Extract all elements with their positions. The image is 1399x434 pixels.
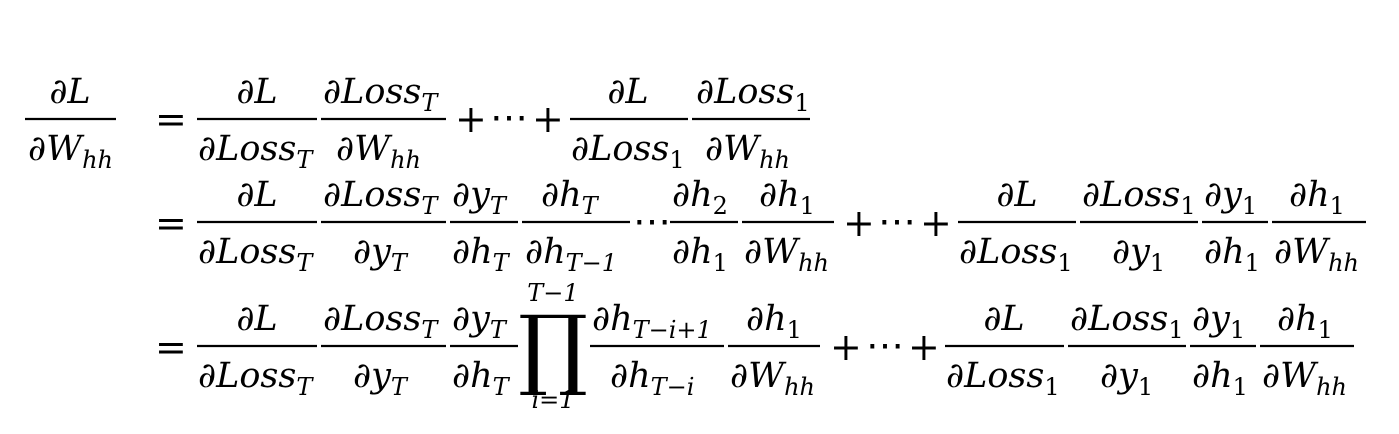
- denominator: ∂yT: [353, 356, 409, 401]
- plus-sign: +: [908, 325, 940, 369]
- numerator: ∂L: [607, 72, 648, 112]
- denominator: ∂hT−1: [525, 232, 617, 277]
- plus-sign: +: [830, 325, 862, 369]
- line3-frac-5: ∂h1 ∂Whh: [728, 299, 820, 401]
- numerator: ∂L: [236, 299, 277, 339]
- numerator: ∂L: [236, 175, 277, 215]
- plus-sign: +: [920, 201, 952, 245]
- numerator: ∂LossT: [323, 72, 439, 117]
- numerator: ∂yT: [452, 175, 508, 220]
- numerator: ∂L: [236, 72, 277, 112]
- denominator: ∂hT−i: [610, 356, 694, 401]
- denominator: ∂hT: [452, 356, 511, 401]
- line2-frac-7: ∂L ∂Loss1: [958, 175, 1076, 277]
- lhs-denominator: ∂Whh: [28, 129, 113, 174]
- line-3: = ∂L ∂LossT ∂LossT ∂yT ∂yT ∂hT T−1 ∏ i=1…: [155, 279, 1354, 414]
- equals-sign-1: =: [155, 97, 187, 141]
- denominator: ∂Loss1: [571, 129, 685, 174]
- line2-frac-2: ∂LossT ∂yT: [321, 175, 446, 277]
- line2-frac-10: ∂h1 ∂Whh: [1272, 175, 1366, 277]
- line1-frac-4: ∂Loss1 ∂Whh: [692, 72, 810, 174]
- ellipsis: ⋯: [633, 199, 671, 243]
- numerator: ∂LossT: [323, 299, 439, 344]
- product-upper-limit: T−1: [527, 279, 578, 307]
- denominator: ∂Whh: [705, 129, 790, 174]
- line1-frac-3: ∂L ∂Loss1: [570, 72, 688, 174]
- numerator: ∂Loss1: [1070, 299, 1184, 344]
- numerator: ∂h1: [746, 299, 802, 344]
- denominator: ∂Loss1: [959, 232, 1073, 277]
- line-1: = ∂L ∂LossT ∂LossT ∂Whh + ⋯ + ∂L ∂Loss1 …: [155, 72, 810, 174]
- denominator: ∂hT: [452, 232, 511, 277]
- product-operator: T−1 ∏ i=1: [518, 279, 588, 414]
- numerator: ∂Loss1: [1082, 175, 1196, 220]
- line1-frac-2: ∂LossT ∂Whh: [321, 72, 446, 174]
- line3-frac-4: ∂hT−i+1 ∂hT−i: [590, 299, 724, 401]
- numerator: ∂L: [996, 175, 1037, 215]
- denominator: ∂Loss1: [946, 356, 1060, 401]
- denominator: ∂Whh: [1262, 356, 1347, 401]
- line3-frac-8: ∂y1 ∂h1: [1190, 299, 1256, 401]
- numerator: ∂h1: [1289, 175, 1345, 220]
- numerator: ∂hT−i+1: [592, 299, 712, 344]
- ellipsis: ⋯: [490, 95, 528, 139]
- numerator: ∂Loss1: [696, 72, 810, 117]
- line2-frac-6: ∂h1 ∂Whh: [742, 175, 834, 277]
- numerator: ∂hT: [541, 175, 600, 220]
- line3-frac-6: ∂L ∂Loss1: [945, 299, 1064, 401]
- numerator: ∂L: [983, 299, 1024, 339]
- line1-frac-1: ∂L ∂LossT: [197, 72, 317, 174]
- numerator: ∂h1: [1277, 299, 1333, 344]
- ellipsis: ⋯: [866, 323, 904, 367]
- line3-frac-2: ∂LossT ∂yT: [321, 299, 446, 401]
- numerator: ∂y1: [1204, 175, 1257, 220]
- denominator: ∂Whh: [1274, 232, 1359, 277]
- denominator: ∂Whh: [336, 129, 421, 174]
- line3-frac-9: ∂h1 ∂Whh: [1260, 299, 1354, 401]
- line3-frac-1: ∂L ∂LossT: [197, 299, 317, 401]
- product-lower-limit: i=1: [531, 386, 574, 414]
- line2-frac-8: ∂Loss1 ∂y1: [1080, 175, 1198, 277]
- lhs-numerator: ∂L: [49, 72, 90, 112]
- line2-frac-5: ∂h2 ∂h1: [670, 175, 738, 277]
- denominator: ∂LossT: [198, 129, 314, 174]
- numerator: ∂yT: [452, 299, 508, 344]
- product-symbol: ∏: [518, 296, 588, 399]
- denominator: ∂LossT: [198, 356, 314, 401]
- denominator: ∂yT: [353, 232, 409, 277]
- plus-sign: +: [455, 97, 487, 141]
- line3-frac-3: ∂yT ∂hT: [450, 299, 518, 401]
- denominator: ∂LossT: [198, 232, 314, 277]
- denominator: ∂h1: [1204, 232, 1260, 277]
- plus-sign: +: [532, 97, 564, 141]
- line-2: = ∂L ∂LossT ∂LossT ∂yT ∂yT ∂hT ∂hT ∂hT−1…: [155, 175, 1366, 277]
- denominator: ∂h1: [672, 232, 728, 277]
- denominator: ∂h1: [1192, 356, 1248, 401]
- numerator: ∂LossT: [323, 175, 439, 220]
- denominator: ∂y1: [1100, 356, 1153, 401]
- numerator: ∂h2: [672, 175, 728, 220]
- line2-frac-3: ∂yT ∂hT: [450, 175, 518, 277]
- lhs-fraction: ∂L ∂Whh: [25, 72, 116, 174]
- denominator: ∂y1: [1112, 232, 1165, 277]
- numerator: ∂h1: [759, 175, 815, 220]
- equals-sign-3: =: [155, 325, 187, 369]
- denominator: ∂Whh: [744, 232, 829, 277]
- line2-frac-9: ∂y1 ∂h1: [1202, 175, 1268, 277]
- denominator: ∂Whh: [730, 356, 815, 401]
- line2-frac-4: ∂hT ∂hT−1: [522, 175, 630, 277]
- plus-sign: +: [843, 201, 875, 245]
- equals-sign-2: =: [155, 201, 187, 245]
- line3-frac-7: ∂Loss1 ∂y1: [1068, 299, 1186, 401]
- line2-frac-1: ∂L ∂LossT: [197, 175, 317, 277]
- numerator: ∂y1: [1192, 299, 1245, 344]
- ellipsis: ⋯: [878, 199, 916, 243]
